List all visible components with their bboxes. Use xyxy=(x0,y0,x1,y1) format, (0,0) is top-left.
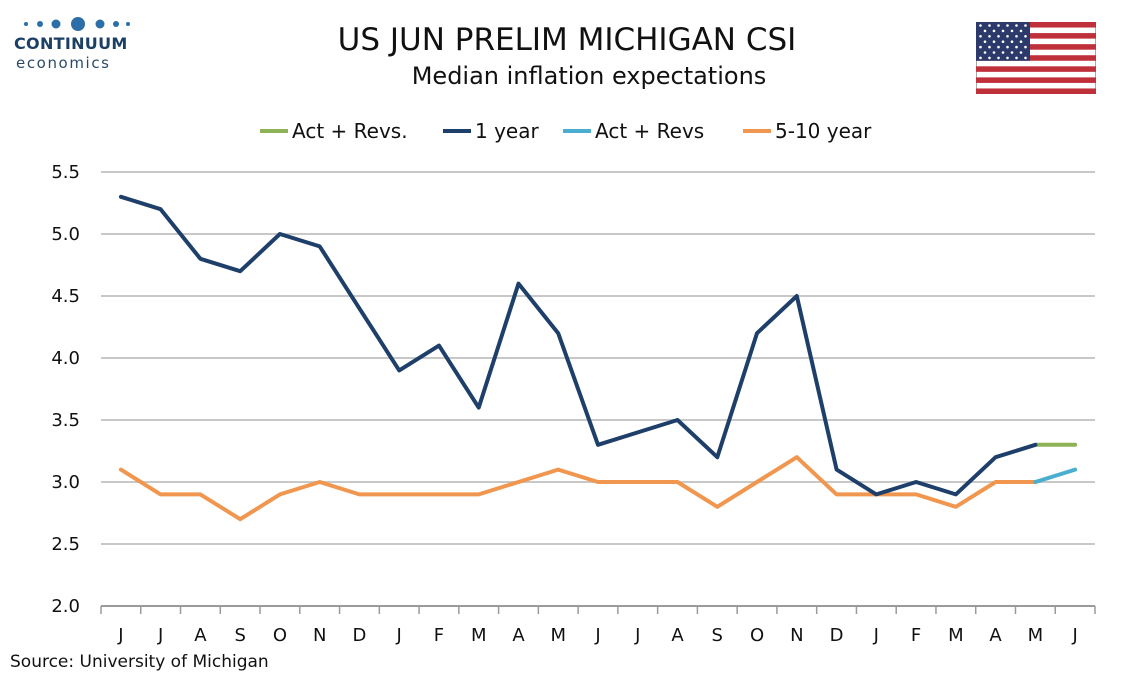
chart-subtitle: Median inflation expectations xyxy=(411,62,767,90)
x-tick-label: J xyxy=(1071,625,1077,646)
y-tick-label: 4.0 xyxy=(51,348,80,369)
y-tick-label: 2.0 xyxy=(51,596,80,617)
x-tick-label: S xyxy=(234,625,245,646)
x-tick-label: A xyxy=(989,625,1002,646)
x-tick-label: O xyxy=(750,625,764,646)
x-tick-label: D xyxy=(353,625,367,646)
legend-label: 1 year xyxy=(475,119,539,143)
chart-title: US JUN PRELIM MICHIGAN CSI xyxy=(337,22,797,58)
x-tick-label: J xyxy=(157,625,163,646)
logo-dots-icon xyxy=(24,17,130,31)
x-tick-label: D xyxy=(830,625,844,646)
x-tick-label: A xyxy=(194,625,207,646)
continuum-economics-logo: CONTINUUM economics xyxy=(14,14,144,80)
legend-label: Act + Revs xyxy=(595,119,704,143)
y-tick-label: 3.5 xyxy=(51,410,80,431)
legend-label: 5-10 year xyxy=(775,119,872,143)
y-tick-label: 5.0 xyxy=(51,224,80,245)
logo-brand-text: CONTINUUM xyxy=(14,34,128,53)
x-tick-label: M xyxy=(550,625,566,646)
x-tick-label: J xyxy=(117,625,123,646)
x-tick-label: O xyxy=(273,625,287,646)
x-tick-label: J xyxy=(634,625,640,646)
x-tick-label: N xyxy=(790,625,803,646)
legend-label: Act + Revs. xyxy=(292,119,408,143)
x-tick-label: N xyxy=(313,625,326,646)
x-tick-label: M xyxy=(471,625,487,646)
x-tick-label: J xyxy=(594,625,600,646)
x-tick-label: A xyxy=(671,625,684,646)
y-tick-label: 5.5 xyxy=(51,162,80,183)
y-tick-label: 3.0 xyxy=(51,472,80,493)
x-tick-label: J xyxy=(873,625,879,646)
source-note: Source: University of Michigan xyxy=(10,652,269,672)
x-tick-label: M xyxy=(1028,625,1044,646)
x-tick-label: M xyxy=(948,625,964,646)
x-tick-label: S xyxy=(712,625,723,646)
y-tick-label: 2.5 xyxy=(51,534,80,555)
series-line xyxy=(1033,467,1078,484)
logo-sub-text: economics xyxy=(16,54,111,72)
series-line xyxy=(118,194,1038,497)
x-tick-label: A xyxy=(512,625,525,646)
x-tick-label: F xyxy=(434,625,444,646)
x-tick-label: F xyxy=(911,625,921,646)
x-tick-label: J xyxy=(396,625,402,646)
us-flag-icon xyxy=(976,22,1096,94)
y-tick-label: 4.5 xyxy=(51,286,80,307)
